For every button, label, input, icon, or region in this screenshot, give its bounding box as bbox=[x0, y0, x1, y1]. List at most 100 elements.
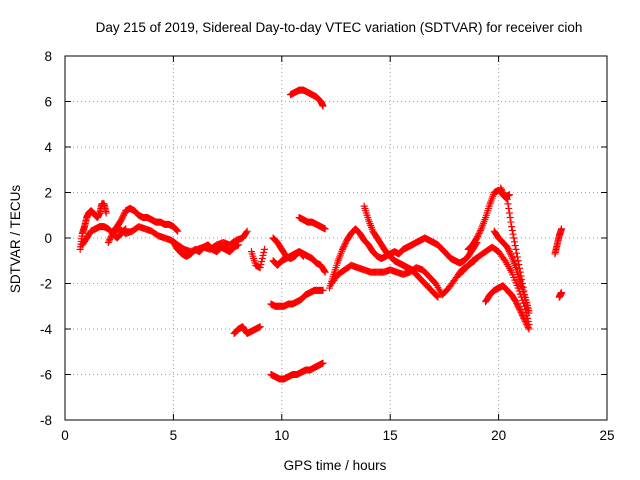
y-tick-label: -6 bbox=[40, 368, 52, 383]
data-point bbox=[507, 251, 515, 259]
data-point bbox=[339, 244, 347, 252]
plot-frame bbox=[64, 55, 608, 421]
y-tick-label: 6 bbox=[44, 95, 52, 110]
data-point bbox=[432, 292, 440, 300]
data-point bbox=[508, 226, 516, 234]
data-point bbox=[260, 245, 268, 253]
data-point bbox=[504, 200, 512, 208]
data-point bbox=[525, 309, 533, 317]
y-axis-label: SDTVAR / TECUs bbox=[8, 185, 23, 294]
data-point bbox=[505, 191, 513, 199]
data-point bbox=[514, 257, 522, 265]
data-point bbox=[260, 248, 268, 256]
data-point bbox=[256, 264, 264, 272]
data-point bbox=[513, 299, 521, 307]
x-tick-label: 20 bbox=[491, 428, 506, 443]
data-point bbox=[173, 226, 181, 234]
data-point bbox=[105, 237, 113, 245]
data-point bbox=[258, 258, 266, 266]
data-point bbox=[107, 232, 115, 240]
data-point bbox=[516, 307, 524, 315]
data-point bbox=[521, 316, 529, 324]
data-point bbox=[434, 293, 442, 301]
data-point bbox=[524, 322, 532, 330]
data-point bbox=[513, 253, 521, 261]
x-tick-label: 0 bbox=[61, 428, 69, 443]
data-point bbox=[497, 184, 505, 192]
y-tick-label: 0 bbox=[44, 231, 52, 246]
data-point bbox=[510, 234, 518, 242]
data-point bbox=[512, 245, 520, 253]
data-point bbox=[320, 267, 328, 275]
data-point bbox=[319, 102, 327, 110]
chart-title: Day 215 of 2019, Sidereal Day-to-day VTE… bbox=[96, 20, 583, 35]
y-tick-label: 2 bbox=[44, 186, 52, 201]
axis-ticks: 0 5 10 15 20 25 -8 -6 -4 -2 0 2 4 6 8 bbox=[40, 49, 615, 443]
data-point bbox=[107, 234, 115, 242]
data-point bbox=[503, 243, 511, 251]
data-points bbox=[76, 86, 565, 383]
data-point bbox=[477, 226, 485, 234]
data-point bbox=[509, 230, 517, 238]
x-tick-label: 25 bbox=[599, 428, 614, 443]
data-point bbox=[259, 251, 267, 259]
data-point bbox=[321, 225, 329, 233]
y-tick-label: -4 bbox=[40, 322, 52, 337]
data-point bbox=[433, 292, 441, 300]
data-point bbox=[505, 204, 513, 212]
data-point bbox=[242, 228, 250, 236]
data-point bbox=[513, 301, 521, 309]
data-point bbox=[120, 211, 128, 219]
grid-lines bbox=[65, 56, 607, 420]
data-point bbox=[258, 254, 266, 262]
x-tick-label: 5 bbox=[170, 428, 178, 443]
data-point bbox=[117, 216, 125, 224]
data-point bbox=[523, 320, 531, 328]
data-point bbox=[172, 226, 180, 234]
data-point bbox=[118, 214, 126, 222]
data-point bbox=[257, 261, 265, 269]
data-point bbox=[341, 239, 349, 247]
data-point bbox=[119, 213, 127, 221]
data-point bbox=[474, 231, 482, 239]
data-point bbox=[321, 268, 329, 276]
data-point bbox=[243, 227, 251, 235]
data-point bbox=[341, 241, 349, 249]
data-point bbox=[498, 187, 506, 195]
data-point bbox=[514, 302, 522, 310]
data-point bbox=[505, 209, 513, 217]
data-point bbox=[522, 319, 530, 327]
data-point bbox=[256, 323, 264, 331]
data-point bbox=[504, 245, 512, 253]
y-tick-label: -2 bbox=[40, 277, 52, 292]
data-point bbox=[174, 227, 182, 235]
data-point bbox=[513, 249, 521, 257]
data-point bbox=[510, 238, 518, 246]
data-point bbox=[506, 249, 514, 257]
data-point bbox=[106, 236, 114, 244]
data-point bbox=[525, 325, 533, 333]
data-point bbox=[319, 359, 327, 367]
data-point bbox=[518, 311, 526, 319]
data-point bbox=[339, 245, 347, 253]
data-point bbox=[507, 218, 515, 226]
data-point bbox=[515, 304, 523, 312]
data-point bbox=[497, 185, 505, 193]
x-axis-label: GPS time / hours bbox=[284, 458, 387, 473]
data-point bbox=[518, 310, 526, 318]
data-point bbox=[476, 228, 484, 236]
data-point bbox=[102, 209, 110, 217]
data-point bbox=[506, 214, 514, 222]
data-point bbox=[524, 323, 532, 331]
x-tick-label: 15 bbox=[383, 428, 398, 443]
data-point bbox=[521, 317, 529, 325]
data-point bbox=[234, 241, 242, 249]
data-point bbox=[514, 284, 522, 292]
data-point bbox=[511, 242, 519, 250]
data-point bbox=[319, 286, 327, 294]
data-point bbox=[104, 239, 112, 247]
data-point bbox=[505, 248, 513, 256]
y-tick-label: 4 bbox=[44, 140, 52, 155]
data-point bbox=[473, 234, 481, 242]
